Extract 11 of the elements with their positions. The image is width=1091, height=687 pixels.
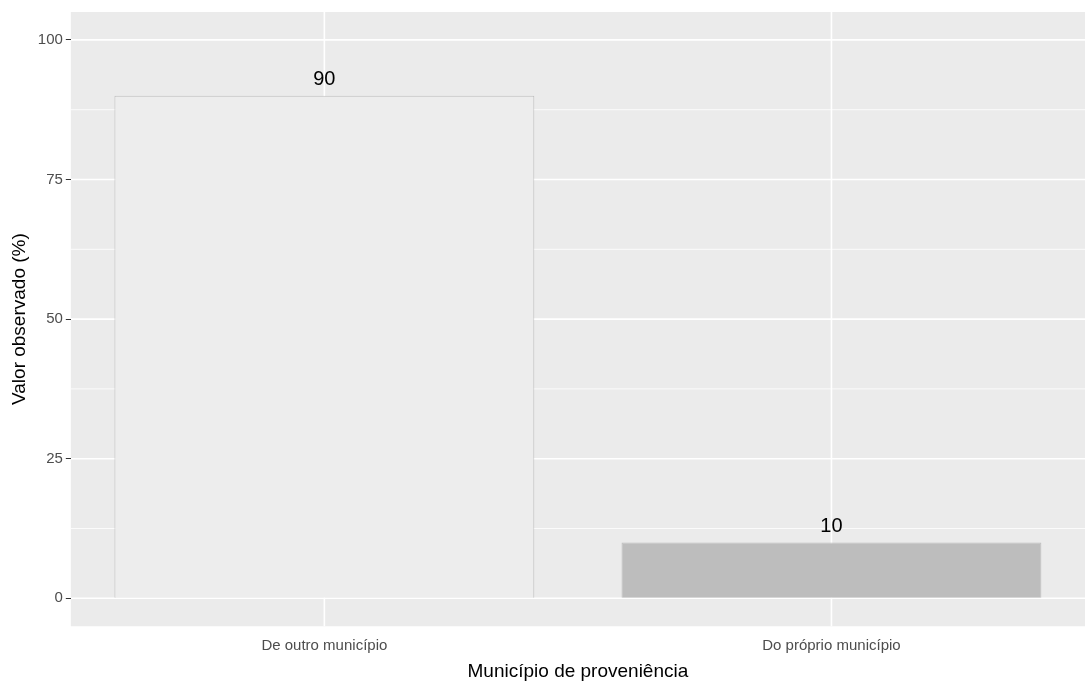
y-tick-label: 100 (37, 30, 63, 48)
data-label: 90 (313, 67, 336, 90)
y-tick-label: 75 (46, 169, 63, 187)
x-tick-label: Do próprio município (762, 636, 901, 654)
data-label: 10 (820, 513, 843, 536)
y-tick-label: 0 (54, 588, 63, 606)
x-axis-title: Município de proveniência (467, 659, 689, 681)
y-axis-title: Valor observado (%) (7, 233, 29, 405)
y-tick-label: 25 (46, 448, 63, 466)
y-tick-label: 50 (46, 309, 63, 327)
x-tick-label: De outro município (261, 636, 388, 654)
